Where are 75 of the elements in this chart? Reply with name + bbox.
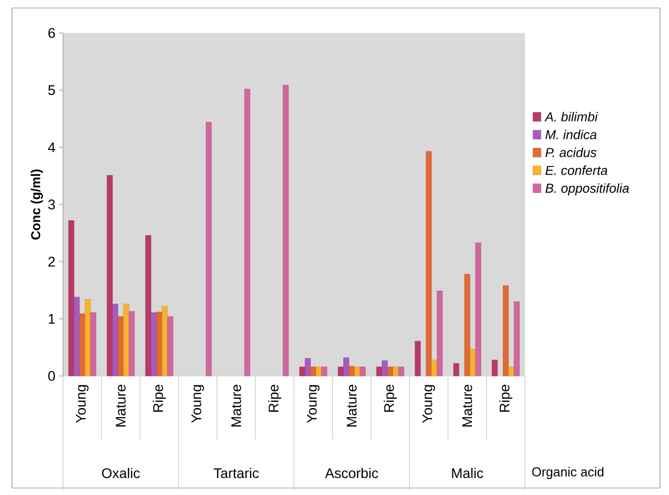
bar [398,366,404,376]
x-tick-label: Young [307,385,320,423]
bar [348,366,355,376]
bar [310,366,316,376]
bar [338,366,344,376]
x-tick-label: Mature [116,384,126,426]
bar [453,363,460,376]
text: Ascorbic [325,468,378,478]
bar [382,360,388,376]
bar [156,312,162,376]
bar [387,366,394,376]
bar [492,360,498,376]
bar [74,296,80,376]
bar [514,302,520,376]
bar [162,306,168,376]
y-tick-label: 1 [48,314,55,324]
bar [106,175,113,376]
y-tick-label: 4 [48,142,56,152]
bar [123,304,130,376]
bar [90,312,96,376]
y-tick-label: 3 [48,200,55,210]
bar [112,304,118,376]
bar [145,235,152,376]
x-tick-label: Mature [346,384,357,426]
bar [79,314,86,376]
bar [128,311,135,376]
bar [470,348,476,376]
y-tick-label: 5 [48,85,55,96]
y-tick-label: 6 [48,28,55,38]
bar [431,360,438,376]
text: Oxalic [102,468,140,478]
x-tick-label: Ripe [499,384,512,412]
bar [426,151,432,376]
x-tick-label: Ripe [384,384,397,412]
bar [376,366,382,376]
bar [68,220,74,376]
legend-label: B. oppositifolia [546,183,629,196]
legend-label: A. bilimbi [544,112,598,122]
bar [464,274,470,376]
bar [167,316,174,376]
bar [150,312,157,376]
y-tick-label: 2 [48,256,55,267]
x-tick-label: Mature [462,384,472,426]
x-axis-title: Organic acid [532,466,604,480]
x-tick-label: Young [192,385,204,423]
bar [343,358,350,376]
x-tick-label: Young [76,385,88,423]
x-tick-label: Ripe [268,384,282,412]
bar [206,122,212,376]
text: Malic [452,468,484,478]
x-tick-label: Young [422,385,435,423]
bar [475,242,482,376]
bar [316,366,322,376]
bar [118,316,124,376]
bar [321,366,328,376]
bar [436,290,443,376]
bar [304,358,311,376]
y-tick-label: 0 [48,371,55,381]
bar [360,366,366,376]
bar [508,366,514,376]
bar [244,88,250,376]
x-tick-label: Ripe [152,384,166,412]
legend-label: M. indica [546,130,596,140]
x-tick-label: Mature [231,384,242,426]
bar [502,286,509,376]
y-axis-title: Conc (g/ml) [30,170,43,240]
bar [84,299,91,376]
legend-label: P. acidus [546,148,596,158]
legend-label: E. conferta [546,165,608,175]
bar [414,340,421,376]
text: Tartaric [214,468,259,478]
bar [282,84,289,376]
bar [299,366,306,376]
bar [354,366,360,376]
bar [392,366,399,376]
